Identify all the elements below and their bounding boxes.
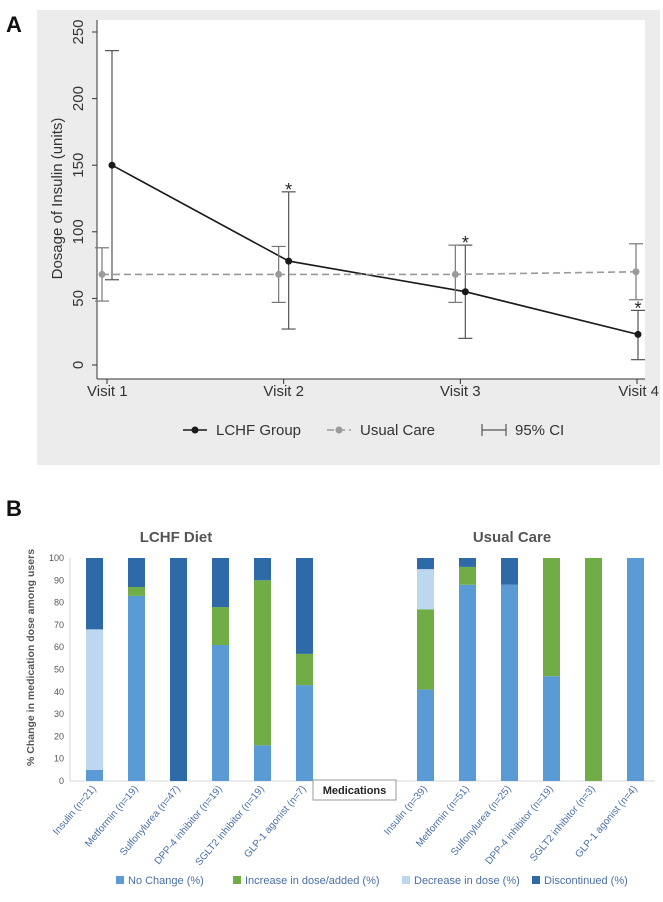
medication-change-chart: 0 10 20 30 40 50 60 70 80 90 100 % Change in medica… [25, 529, 655, 887]
x-axis-title: Medications [323, 785, 387, 797]
bar-segment [296, 653, 313, 686]
legend-swatch-point [191, 426, 199, 434]
data-point [285, 257, 293, 265]
bar-segment [212, 607, 229, 645]
legend-swatch-point [335, 426, 343, 434]
panel-a-label: A [6, 12, 22, 37]
legend-label: Discontinued (%) [544, 875, 628, 887]
group-title: Usual Care [473, 529, 551, 546]
y-tick-label: 0 [70, 361, 87, 369]
y-tick-label: 10 [54, 754, 64, 764]
y-tick-label: 100 [49, 553, 64, 563]
data-point [634, 330, 642, 338]
group-title: LCHF Diet [140, 529, 213, 546]
series-line-usual-care [102, 271, 637, 276]
data-point [98, 270, 106, 278]
bar-segment [543, 676, 560, 781]
panel-b-label: B [6, 496, 22, 521]
significance-marker: * [462, 233, 469, 253]
bar-segment [128, 558, 145, 587]
significance-marker: * [285, 180, 292, 200]
x-tick-label: Visit 1 [87, 383, 128, 400]
bar-segment [296, 685, 313, 781]
bar-segment [254, 558, 271, 581]
legend-label: LCHF Group [216, 422, 301, 439]
bar-segment [459, 584, 476, 781]
y-tick-label: 50 [70, 290, 87, 307]
y-tick-label: 60 [54, 642, 64, 652]
legend-label: Usual Care [360, 422, 435, 439]
bar-segment [254, 580, 271, 746]
significance-marker: * [634, 298, 641, 318]
bar-segment [459, 566, 476, 585]
bar-segment [86, 558, 103, 630]
data-point [451, 270, 459, 278]
legend-label: No Change (%) [128, 875, 204, 887]
x-tick-label: Visit 4 [618, 383, 659, 400]
bar-segment [459, 558, 476, 567]
medications-box [312, 779, 397, 801]
bar-segment [212, 558, 229, 608]
bar-segment [417, 569, 434, 610]
bar-segment [585, 558, 602, 781]
legend-label: Increase in dose/added (%) [245, 875, 380, 887]
bar-segment [86, 769, 103, 781]
bar-segment [170, 558, 187, 781]
data-point [632, 268, 640, 276]
insulin-dosage-chart: 0 50 100 150 200 250 Dosage of Insulin (units)… [49, 19, 659, 439]
category-label: Insulin (n=21) [51, 784, 99, 838]
legend-swatch [233, 876, 241, 884]
bar-segment [212, 644, 229, 781]
legend-label: 95% CI [515, 422, 564, 439]
bar-segment [627, 558, 644, 781]
bar-segment [128, 586, 145, 596]
bar-segment [417, 689, 434, 781]
y-tick-label: 40 [54, 687, 64, 697]
bar-segment [417, 558, 434, 570]
y-tick-label: 90 [54, 575, 64, 585]
plot-area [97, 20, 645, 379]
bar-segment [543, 558, 560, 677]
legend-label: Decrease in dose (%) [414, 875, 520, 887]
legend-swatch [116, 876, 124, 884]
y-tick-label: 200 [70, 86, 87, 111]
legend-swatch [532, 876, 540, 884]
y-axis-title: Dosage of Insulin (units) [49, 118, 66, 280]
y-tick-label: 80 [54, 598, 64, 608]
y-tick-label: 20 [54, 731, 64, 741]
bar-segment [296, 558, 313, 654]
bar-segment [501, 584, 518, 781]
y-tick-label: 30 [54, 709, 64, 719]
y-tick-label: 250 [70, 19, 87, 44]
bar-segment [128, 595, 145, 781]
y-tick-label: 100 [70, 219, 87, 244]
data-point [461, 288, 469, 296]
y-tick-label: 50 [54, 665, 64, 675]
data-point [275, 270, 283, 278]
bar-segment [501, 558, 518, 585]
y-tick-label: 0 [59, 776, 64, 786]
y-axis-title: % Change in medication dose among users [25, 549, 37, 766]
y-tick-label: 70 [54, 620, 64, 630]
bar-segment [417, 609, 434, 690]
series-line-lchf [111, 164, 639, 336]
x-tick-label: Visit 2 [263, 383, 304, 400]
legend-swatch [402, 876, 410, 884]
bar-segment [254, 745, 271, 781]
bar-segment [86, 629, 103, 770]
data-point [108, 161, 116, 169]
x-tick-label: Visit 3 [440, 383, 481, 400]
y-tick-label: 150 [70, 153, 87, 178]
